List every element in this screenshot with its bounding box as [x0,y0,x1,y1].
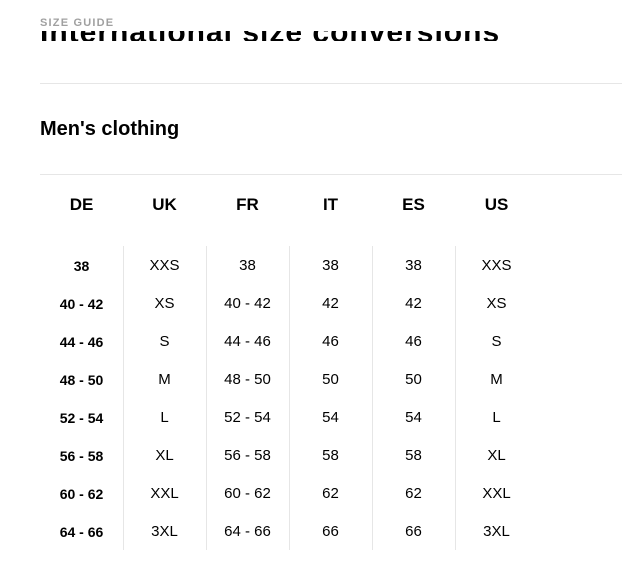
size-cell: M [490,371,503,388]
size-cell: 38 [405,257,422,274]
size-cell: 3XL [151,523,178,540]
column-divider [372,246,373,550]
column-divider [206,246,207,550]
size-cell: XS [154,295,175,312]
size-cell: S [159,333,170,350]
column-header: DE [69,195,94,214]
divider [40,174,622,175]
size-cell: 54 [405,409,422,426]
row-header: 56 - 58 [59,448,104,464]
size-cell: L [492,409,501,426]
size-cell: XL [155,447,174,464]
row-header: 38 [73,258,90,274]
column-divider [123,246,124,550]
size-cell: 56 - 58 [224,447,271,464]
row-header: 44 - 46 [59,334,104,350]
size-cell: 58 [322,447,339,464]
size-cell: 42 [322,295,339,312]
column-divider [455,246,456,550]
size-cell: XL [487,447,506,464]
size-cell: 52 - 54 [224,409,271,426]
size-cell: XXS [481,257,512,274]
size-cell: 58 [405,447,422,464]
size-cell: M [158,371,171,388]
scroll-mask [0,0,622,31]
size-cell: S [491,333,502,350]
column-header: IT [322,195,339,214]
size-cell: 66 [405,523,422,540]
column-header: US [484,195,509,214]
size-cell: 38 [322,257,339,274]
column-header: ES [402,195,425,214]
size-cell: 62 [405,485,422,502]
row-header: 64 - 66 [59,524,104,540]
size-cell: 48 - 50 [224,371,271,388]
row-header: 40 - 42 [59,296,104,312]
size-cell: 50 [405,371,422,388]
row-header: 52 - 54 [59,410,104,426]
size-cell: 54 [322,409,339,426]
column-divider [289,246,290,550]
size-cell: 60 - 62 [224,485,271,502]
size-cell: 66 [322,523,339,540]
column-header: FR [236,195,259,214]
size-cell: 46 [405,333,422,350]
size-cell: 44 - 46 [224,333,271,350]
size-cell: XXS [149,257,180,274]
section-title: Men's clothing [40,118,180,140]
size-cell: 64 - 66 [224,523,271,540]
eyebrow: SIZE GUIDE [40,17,115,29]
divider [40,83,622,84]
size-cell: 62 [322,485,339,502]
row-header: 60 - 62 [59,486,104,502]
size-cell: 3XL [483,523,510,540]
size-cell: XXL [150,485,179,502]
size-cell: XXL [482,485,511,502]
size-cell: XS [486,295,507,312]
size-cell: 38 [239,257,256,274]
size-cell: 46 [322,333,339,350]
row-header: 48 - 50 [59,372,104,388]
size-cell: L [160,409,169,426]
column-header: UK [152,195,177,214]
size-cell: 50 [322,371,339,388]
size-cell: 42 [405,295,422,312]
size-cell: 40 - 42 [224,295,271,312]
